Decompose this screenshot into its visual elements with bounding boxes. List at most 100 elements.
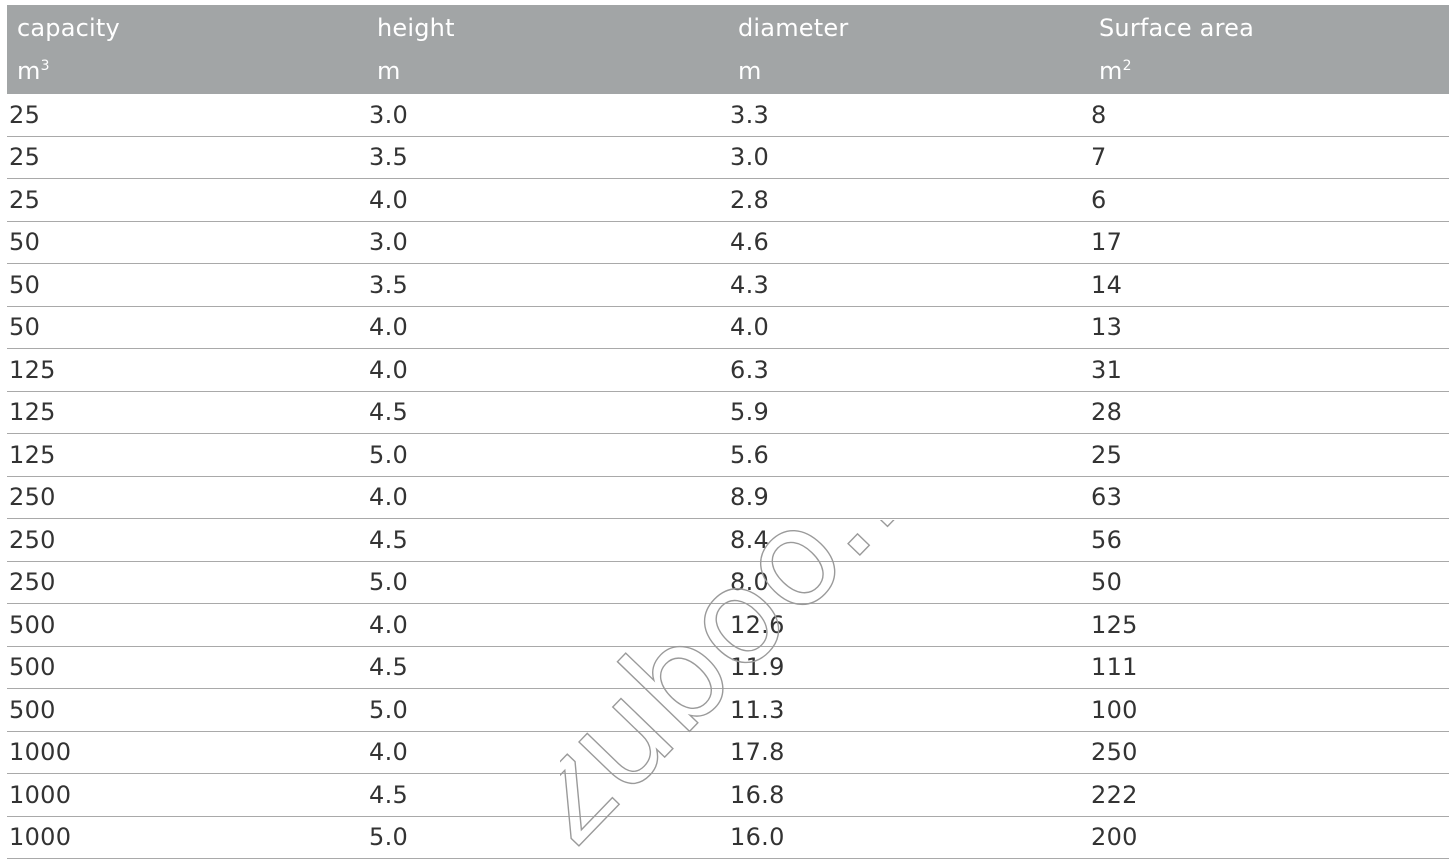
cell-surface-area: 7 bbox=[1089, 136, 1449, 179]
table-row: 1000 4.0 17.8 250 bbox=[7, 731, 1449, 774]
cell-capacity: 500 bbox=[7, 603, 367, 647]
cell-diameter: 11.3 bbox=[728, 688, 1089, 732]
table-body: 25 3.0 3.3 8 25 3.5 3.0 7 25 4.0 2.8 6 50 3.0 4.6 17 50 3… bbox=[7, 94, 1449, 859]
cell-diameter: 2.8 bbox=[728, 178, 1089, 222]
cell-capacity: 50 bbox=[7, 306, 367, 349]
cell-diameter: 4.3 bbox=[728, 263, 1089, 307]
table-row: 25 3.5 3.0 7 bbox=[7, 136, 1449, 179]
cell-height: 3.5 bbox=[367, 136, 728, 179]
cell-height: 4.0 bbox=[367, 731, 728, 774]
cell-capacity: 50 bbox=[7, 221, 367, 264]
cell-capacity: 250 bbox=[7, 518, 367, 562]
cell-surface-area: 100 bbox=[1089, 688, 1449, 732]
table-row: 250 5.0 8.0 50 bbox=[7, 561, 1449, 604]
cell-height: 5.0 bbox=[367, 816, 728, 859]
table-row: 500 4.0 12.6 125 bbox=[7, 603, 1449, 647]
unit-height-base: m bbox=[377, 56, 401, 85]
table-row: 125 4.0 6.3 31 bbox=[7, 348, 1449, 392]
cell-surface-area: 222 bbox=[1089, 773, 1449, 817]
capacity-table-container: capacity height diameter Surface area m3… bbox=[7, 5, 1449, 859]
cell-capacity: 125 bbox=[7, 433, 367, 477]
cell-height: 4.5 bbox=[367, 518, 728, 562]
cell-diameter: 12.6 bbox=[728, 603, 1089, 647]
cell-height: 3.0 bbox=[367, 94, 728, 137]
cell-height: 4.5 bbox=[367, 391, 728, 434]
table-header: capacity height diameter Surface area m3… bbox=[7, 5, 1449, 94]
cell-capacity: 25 bbox=[7, 136, 367, 179]
cell-capacity: 125 bbox=[7, 348, 367, 392]
header-surface-area: Surface area bbox=[1089, 5, 1449, 49]
cell-height: 4.0 bbox=[367, 603, 728, 647]
cell-height: 3.5 bbox=[367, 263, 728, 307]
cell-diameter: 11.9 bbox=[728, 646, 1089, 689]
cell-height: 3.0 bbox=[367, 221, 728, 264]
header-unit-row: m3 m m m2 bbox=[7, 49, 1449, 94]
cell-diameter: 3.0 bbox=[728, 136, 1089, 179]
table-row: 1000 5.0 16.0 200 bbox=[7, 816, 1449, 859]
cell-capacity: 250 bbox=[7, 476, 367, 519]
cell-surface-area: 31 bbox=[1089, 348, 1449, 392]
cell-surface-area: 250 bbox=[1089, 731, 1449, 774]
cell-height: 4.5 bbox=[367, 773, 728, 817]
cell-diameter: 3.3 bbox=[728, 94, 1089, 137]
cell-capacity: 1000 bbox=[7, 773, 367, 817]
table-row: 25 4.0 2.8 6 bbox=[7, 178, 1449, 222]
cell-surface-area: 25 bbox=[1089, 433, 1449, 477]
table-row: 1000 4.5 16.8 222 bbox=[7, 773, 1449, 817]
cell-diameter: 4.6 bbox=[728, 221, 1089, 264]
cell-surface-area: 125 bbox=[1089, 603, 1449, 647]
table-row: 250 4.5 8.4 56 bbox=[7, 518, 1449, 562]
cell-capacity: 25 bbox=[7, 94, 367, 137]
cell-surface-area: 14 bbox=[1089, 263, 1449, 307]
cell-height: 4.5 bbox=[367, 646, 728, 689]
cell-surface-area: 28 bbox=[1089, 391, 1449, 434]
cell-capacity: 1000 bbox=[7, 816, 367, 859]
cell-diameter: 8.0 bbox=[728, 561, 1089, 604]
table-row: 125 4.5 5.9 28 bbox=[7, 391, 1449, 434]
header-capacity: capacity bbox=[7, 5, 367, 49]
header-label-row: capacity height diameter Surface area bbox=[7, 5, 1449, 49]
cell-diameter: 17.8 bbox=[728, 731, 1089, 774]
table-row: 500 4.5 11.9 111 bbox=[7, 646, 1449, 689]
cell-height: 4.0 bbox=[367, 306, 728, 349]
header-height: height bbox=[367, 5, 728, 49]
cell-capacity: 500 bbox=[7, 646, 367, 689]
unit-capacity-base: m bbox=[17, 56, 41, 85]
cell-height: 5.0 bbox=[367, 561, 728, 604]
cell-height: 4.0 bbox=[367, 476, 728, 519]
unit-surface-area: m2 bbox=[1089, 49, 1449, 94]
cell-height: 5.0 bbox=[367, 433, 728, 477]
unit-capacity-sup: 3 bbox=[40, 57, 50, 74]
cell-diameter: 8.9 bbox=[728, 476, 1089, 519]
table-row: 500 5.0 11.3 100 bbox=[7, 688, 1449, 732]
table-row: 50 4.0 4.0 13 bbox=[7, 306, 1449, 349]
cell-surface-area: 17 bbox=[1089, 221, 1449, 264]
cell-height: 5.0 bbox=[367, 688, 728, 732]
capacity-table: capacity height diameter Surface area m3… bbox=[7, 5, 1449, 859]
cell-capacity: 250 bbox=[7, 561, 367, 604]
table-row: 25 3.0 3.3 8 bbox=[7, 94, 1449, 137]
unit-surface-area-base: m bbox=[1099, 56, 1123, 85]
unit-capacity: m3 bbox=[7, 49, 367, 94]
header-diameter: diameter bbox=[728, 5, 1089, 49]
unit-height: m bbox=[367, 49, 728, 94]
cell-surface-area: 6 bbox=[1089, 178, 1449, 222]
table-row: 250 4.0 8.9 63 bbox=[7, 476, 1449, 519]
cell-diameter: 8.4 bbox=[728, 518, 1089, 562]
cell-capacity: 50 bbox=[7, 263, 367, 307]
table-row: 50 3.0 4.6 17 bbox=[7, 221, 1449, 264]
cell-diameter: 5.9 bbox=[728, 391, 1089, 434]
cell-capacity: 25 bbox=[7, 178, 367, 222]
unit-surface-area-sup: 2 bbox=[1122, 57, 1132, 74]
cell-diameter: 4.0 bbox=[728, 306, 1089, 349]
unit-diameter-base: m bbox=[738, 56, 762, 85]
cell-surface-area: 111 bbox=[1089, 646, 1449, 689]
cell-height: 4.0 bbox=[367, 348, 728, 392]
cell-surface-area: 200 bbox=[1089, 816, 1449, 859]
table-row: 50 3.5 4.3 14 bbox=[7, 263, 1449, 307]
cell-diameter: 16.8 bbox=[728, 773, 1089, 817]
unit-diameter: m bbox=[728, 49, 1089, 94]
cell-surface-area: 50 bbox=[1089, 561, 1449, 604]
cell-surface-area: 13 bbox=[1089, 306, 1449, 349]
cell-height: 4.0 bbox=[367, 178, 728, 222]
